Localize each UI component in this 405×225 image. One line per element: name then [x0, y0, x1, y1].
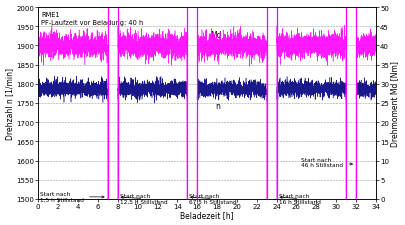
- Text: Md: Md: [205, 31, 222, 46]
- Y-axis label: Drehmoment Md [Nm]: Drehmoment Md [Nm]: [390, 61, 399, 146]
- Text: n: n: [211, 96, 220, 110]
- X-axis label: Beladezeit [h]: Beladezeit [h]: [180, 211, 234, 219]
- Y-axis label: Drehzahl n [1/min]: Drehzahl n [1/min]: [6, 68, 15, 139]
- Text: Start nach
67,5 h Stillstand: Start nach 67,5 h Stillstand: [189, 193, 237, 204]
- Text: Start nach
16 h Stillstand: Start nach 16 h Stillstand: [279, 193, 320, 204]
- Text: Start nach
46 h Stillstand: Start nach 46 h Stillstand: [301, 157, 352, 168]
- Text: Start nach
12,5 h Stillstand: Start nach 12,5 h Stillstand: [119, 193, 167, 204]
- Text: RME1
PF-Laufzeit vor Beladung: 40 h: RME1 PF-Laufzeit vor Beladung: 40 h: [41, 12, 144, 26]
- Text: Start nach
1,5 h Stillstand: Start nach 1,5 h Stillstand: [40, 191, 104, 202]
